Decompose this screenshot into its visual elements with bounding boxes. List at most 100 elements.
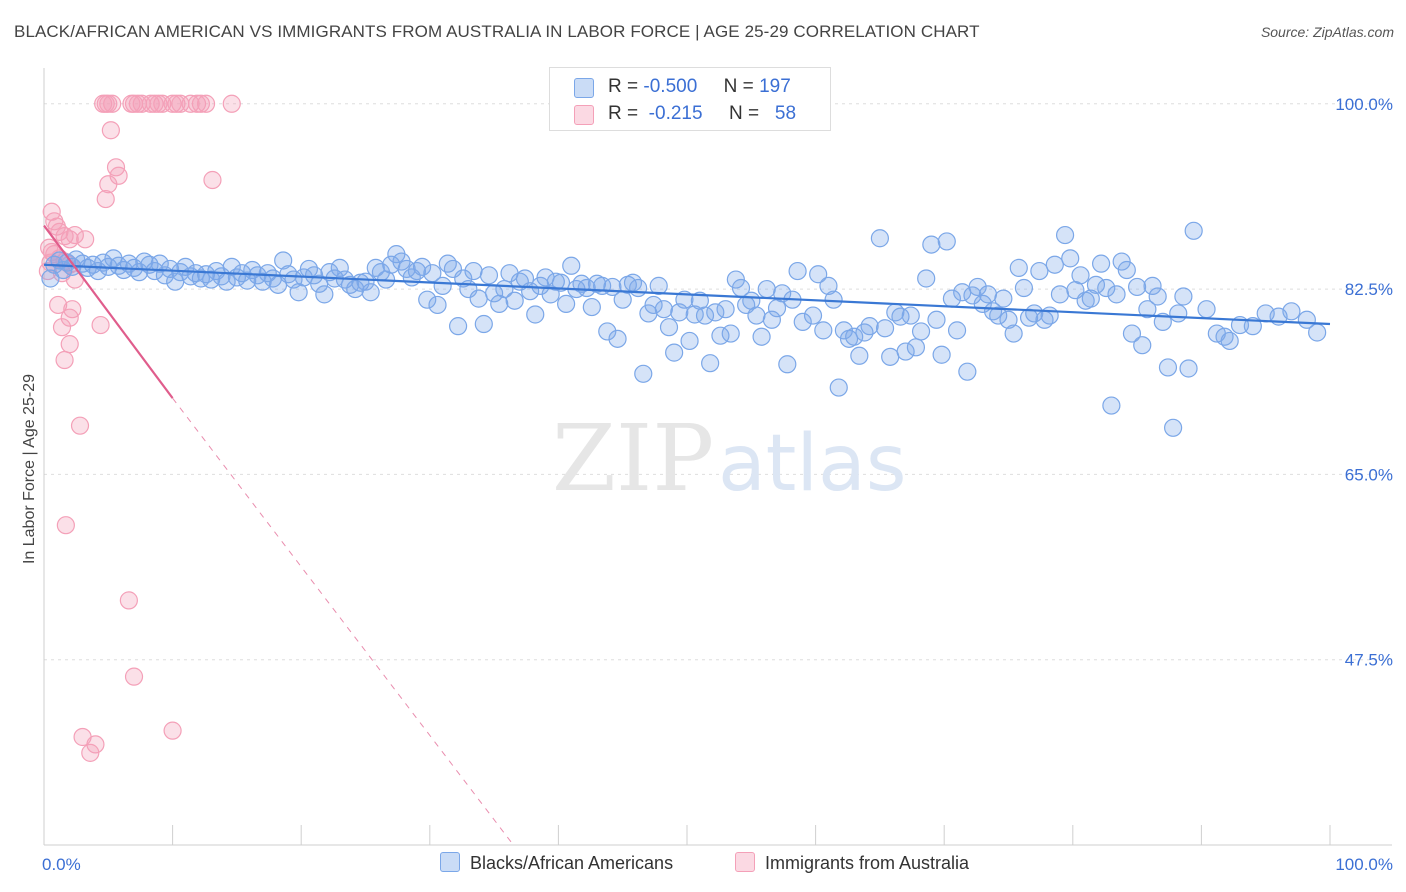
black-point [1133, 336, 1152, 355]
black-point [1164, 418, 1183, 437]
black-point [716, 300, 735, 319]
legend-swatch-australia [735, 852, 755, 872]
black-swatch [574, 78, 594, 98]
chart-title: BLACK/AFRICAN AMERICAN VS IMMIGRANTS FRO… [14, 22, 980, 41]
black-point [1004, 324, 1023, 343]
black-point [875, 319, 895, 338]
black-point [814, 321, 833, 340]
australia-point [76, 230, 95, 249]
australia-point [167, 94, 186, 113]
stats-text-australia: R = -0.215 N = 58 [608, 103, 796, 125]
black-point [1117, 260, 1136, 280]
black-point [1061, 249, 1080, 268]
black-point [1055, 225, 1075, 245]
black-point [361, 283, 380, 302]
black-point [454, 269, 473, 288]
black-point [1050, 285, 1070, 304]
r-label: R = [608, 103, 639, 124]
australia-point [153, 94, 172, 113]
black-point [1091, 254, 1111, 273]
n-value-black: 197 [759, 76, 791, 97]
black-point [1153, 312, 1172, 332]
black-point [1086, 275, 1106, 294]
black-point [1014, 278, 1034, 298]
black-point [1308, 323, 1327, 342]
black-point [706, 303, 725, 322]
black-point [911, 322, 931, 341]
legend-item-black: Blacks/African Americans [440, 852, 673, 874]
black-point [469, 289, 488, 308]
trend-lines [43, 224, 1331, 846]
black-point [978, 285, 998, 304]
black-point [747, 306, 766, 325]
australia-point [181, 94, 200, 113]
black-point [793, 312, 812, 332]
black-point [1243, 317, 1262, 336]
black-point [1009, 258, 1028, 277]
black-point [557, 294, 576, 313]
black-point [695, 306, 715, 325]
black-point [315, 285, 334, 304]
black-point [947, 321, 967, 340]
black-point [253, 272, 272, 291]
australia-point [196, 94, 216, 113]
australia-point [119, 591, 138, 610]
australia-point [52, 318, 72, 337]
black-point [428, 295, 447, 315]
black-point [1143, 276, 1162, 295]
black-point [906, 338, 926, 357]
black-point [649, 276, 668, 295]
black-point [274, 251, 293, 270]
australia-point [145, 94, 164, 113]
black-point [1030, 261, 1049, 281]
black-point [958, 362, 977, 381]
black-point [526, 305, 545, 324]
black-point [577, 278, 596, 298]
y-tick-label: 82.5% [1345, 280, 1393, 299]
black-point [1127, 277, 1147, 297]
black-point [752, 327, 771, 346]
black-point [721, 324, 740, 343]
black-point [448, 317, 468, 336]
legend-swatch-black [440, 852, 460, 872]
black-point [582, 297, 601, 317]
black-point [279, 265, 298, 284]
black-point [196, 265, 216, 284]
black-point [1197, 300, 1216, 319]
black-point [659, 318, 679, 337]
black-point [762, 310, 781, 329]
black-point [433, 276, 452, 295]
black-point [901, 306, 920, 325]
australia-trend-extension [172, 397, 514, 846]
legend-label-australia: Immigrants from Australia [765, 853, 970, 873]
black-point [870, 229, 890, 248]
black-point [1169, 304, 1188, 323]
black-point [932, 345, 951, 364]
black-point [238, 271, 257, 290]
black-point [819, 276, 838, 295]
black-point [330, 258, 349, 277]
black-point [1184, 221, 1203, 240]
black-point [1045, 255, 1064, 274]
source-label: Source: ZipAtlas.com [1260, 24, 1394, 40]
black-point [1097, 278, 1116, 298]
y-tick-label: 100.0% [1335, 95, 1393, 114]
australia-swatch [574, 105, 594, 125]
black-point [438, 254, 457, 273]
black-point [927, 310, 946, 329]
australia-point [96, 189, 115, 209]
black-point [551, 273, 571, 292]
black-point [834, 321, 853, 340]
black-point [1122, 324, 1142, 343]
australia-point [65, 225, 84, 245]
black-point [608, 329, 627, 348]
black-point [1174, 287, 1193, 306]
australia-point [222, 94, 241, 113]
stats-text-black: R = -0.500 N = 197 [608, 76, 791, 98]
australia-point [56, 516, 75, 535]
australia-point [60, 335, 79, 354]
black-point [629, 278, 648, 298]
black-trend-line [43, 263, 1331, 326]
australia-point [101, 121, 120, 140]
australia-points [38, 94, 241, 762]
